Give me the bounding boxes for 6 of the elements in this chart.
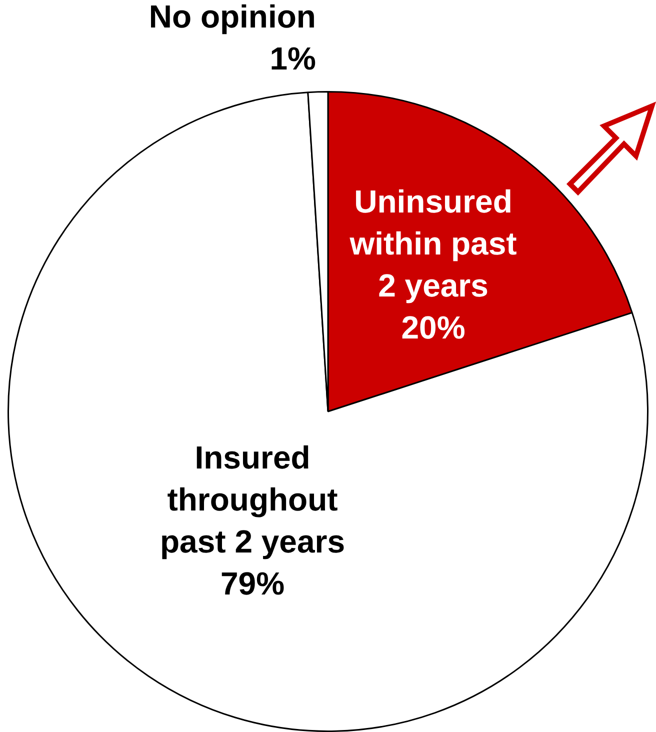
- slice-label: Insured throughout past 2 years: [160, 439, 346, 560]
- data-label: 79%: [220, 565, 285, 602]
- slice-label: Uninsured within past 2 years: [348, 183, 518, 304]
- data-label: 1%: [270, 40, 316, 77]
- slice-label: No opinion: [148, 0, 316, 35]
- data-label: 20%: [401, 309, 466, 346]
